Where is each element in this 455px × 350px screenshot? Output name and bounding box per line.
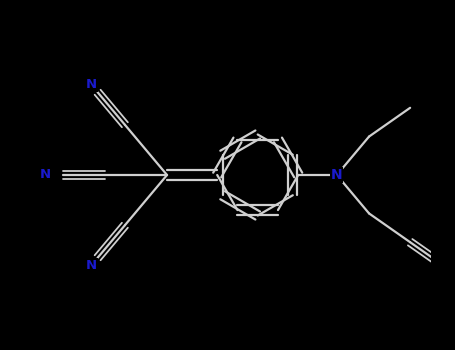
Text: N: N [40, 168, 51, 182]
Text: N: N [86, 259, 97, 272]
Text: N: N [331, 168, 343, 182]
Text: N: N [86, 78, 97, 91]
